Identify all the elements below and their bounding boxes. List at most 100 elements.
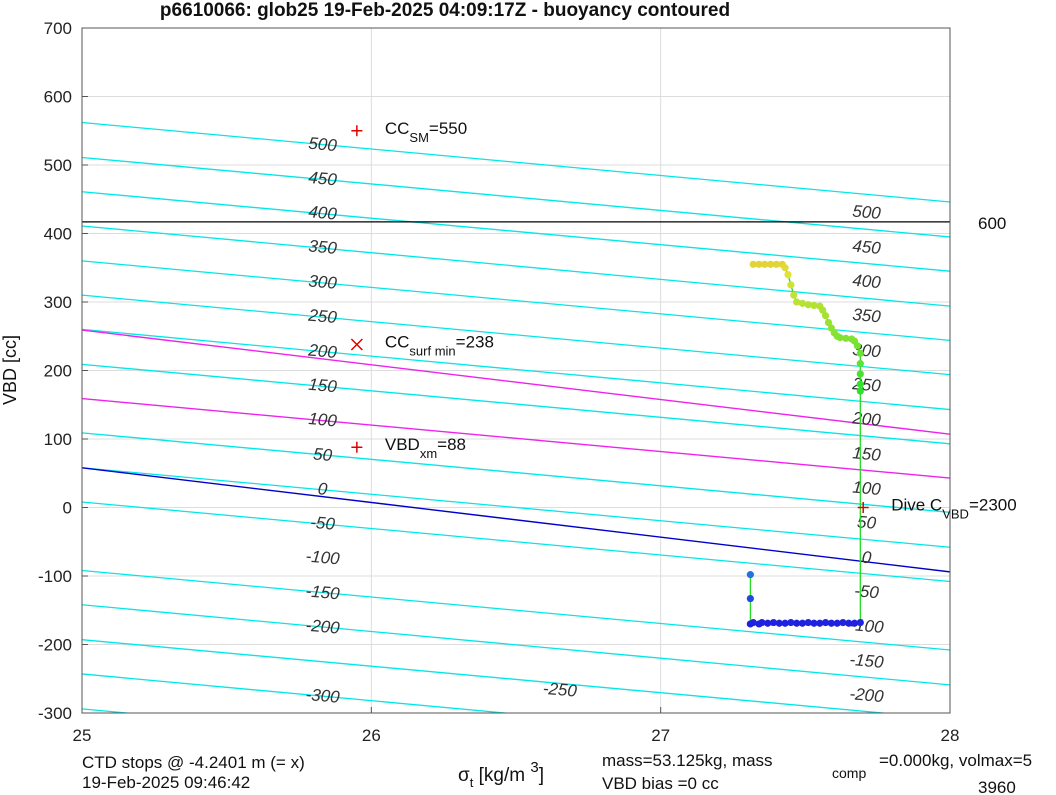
descent-point <box>790 291 798 299</box>
contour-label: 350 <box>852 305 882 326</box>
descent-point <box>793 298 801 306</box>
y-tick-label: -200 <box>38 636 72 655</box>
y-tick-label: 300 <box>44 293 72 312</box>
contour-label: 450 <box>308 168 338 189</box>
descent-point <box>781 264 789 272</box>
descent-point <box>819 306 827 314</box>
marker-label-main: CC <box>385 332 410 351</box>
marker-label: VBDxm=88 <box>385 435 466 461</box>
contour-label: 500 <box>308 134 338 155</box>
climb-point <box>764 619 772 627</box>
descent-point <box>842 334 850 342</box>
marker-x <box>350 338 363 351</box>
descent-point <box>856 349 864 357</box>
contour-line-magenta <box>82 397 950 479</box>
contour-line <box>82 328 950 411</box>
contour-lines <box>82 121 950 713</box>
y-axis-label: VBD [cc] <box>0 335 20 405</box>
descent-point <box>824 318 833 327</box>
climb-point <box>755 620 763 628</box>
marker-label: CCSM=550 <box>385 119 467 145</box>
descent-point <box>821 312 830 320</box>
climb-point <box>839 618 847 627</box>
contour-label: 350 <box>308 237 338 258</box>
contour-label: 100 <box>308 409 338 430</box>
climb-point <box>821 618 830 627</box>
descent-point <box>798 299 807 307</box>
climb-point <box>775 619 783 627</box>
x-axis-label-close: ] <box>539 765 544 786</box>
chart-title: p6610066: glob25 19-Feb-2025 04:09:17Z -… <box>160 0 730 21</box>
descent-point <box>772 260 781 268</box>
contour-line <box>82 501 950 583</box>
climb-point <box>746 595 754 603</box>
marker-label-value: =2300 <box>969 496 1017 515</box>
contour-line <box>82 673 512 713</box>
footer: CTD stops @ -4.2401 m (= x) 19-Feb-2025 … <box>82 751 1032 795</box>
marker-label: Dive CVBD=2300 <box>891 496 1017 522</box>
marker-label-sub: SM <box>409 130 429 145</box>
contour-line <box>82 432 950 513</box>
contour-label: -150 <box>305 581 341 603</box>
y-tick-label: 600 <box>44 88 72 107</box>
x-axis-label: σt [kg/m 3] <box>458 759 544 790</box>
marker-label-value: =238 <box>456 332 494 351</box>
y-tick-label: -100 <box>38 567 72 586</box>
climb-point <box>769 618 778 627</box>
y-tick-label: 500 <box>44 156 72 175</box>
y-tick-label: -300 <box>38 704 72 723</box>
descent-point <box>836 334 844 342</box>
climb-point <box>845 619 853 627</box>
contour-line-magenta <box>82 329 950 435</box>
marker-label-main: Dive C <box>891 496 942 515</box>
contour-labels: -300 -250 -200 -150 -100 -50 0 50 100 150 200 250 30… <box>305 134 885 707</box>
volmax-value-text: 3960 <box>978 778 1016 795</box>
contour-label: 250 <box>851 374 882 396</box>
descent-point <box>755 260 763 268</box>
contour-label: -200 <box>305 616 341 638</box>
descent-point <box>784 271 792 279</box>
contour-line <box>82 294 950 376</box>
x-tick-label: 27 <box>651 726 670 745</box>
y-tick-label: 700 <box>44 19 72 38</box>
climb-point <box>816 619 824 627</box>
mass-suffix-text: =0.000kg, volmax=5 <box>879 751 1032 770</box>
contour-label: -200 <box>849 684 885 706</box>
marker-plus <box>351 441 363 453</box>
descent-point <box>853 342 862 350</box>
ctd-stops-text: CTD stops @ -4.2401 m (= x) <box>82 753 305 772</box>
axis-ticks: 25 26 27 28-300-200-10001002003004005006007… <box>38 19 959 745</box>
marker-label-main: VBD <box>385 435 420 454</box>
climb-point <box>798 619 807 627</box>
marker-label-sub: surf min <box>409 343 455 358</box>
descent-point <box>749 260 757 268</box>
contour-label: 50 <box>312 444 333 465</box>
contour-label: 250 <box>307 306 338 328</box>
descent-point <box>767 260 775 268</box>
contour-line <box>82 569 950 651</box>
mass-sub-text: comp <box>832 765 866 781</box>
x-axis-label-unit: [kg/m <box>473 765 530 786</box>
climb-point <box>787 618 795 627</box>
contour-label: -250 <box>542 679 578 701</box>
marker-label-main: CC <box>385 119 410 138</box>
contour-label: 500 <box>852 202 882 223</box>
contour-label: 400 <box>852 271 882 292</box>
climb-point <box>793 619 801 627</box>
contour-label: 450 <box>852 237 882 258</box>
descent-point <box>856 380 864 388</box>
contour-line <box>82 363 950 445</box>
descent-point <box>856 360 864 368</box>
contour-label: 150 <box>852 443 882 464</box>
y-tick-label: 400 <box>44 225 72 244</box>
climb-point <box>856 618 864 627</box>
contour-label: -100 <box>305 547 341 569</box>
descent-point <box>810 301 818 310</box>
contour-label: -150 <box>849 650 885 672</box>
marker-plus <box>351 125 363 137</box>
contour-label: 50 <box>856 512 877 533</box>
descent-point <box>804 301 812 309</box>
x-axis-label-sup: 3 <box>530 759 538 776</box>
contour-label: -300 <box>305 685 341 707</box>
y-tick-label: 200 <box>44 362 72 381</box>
